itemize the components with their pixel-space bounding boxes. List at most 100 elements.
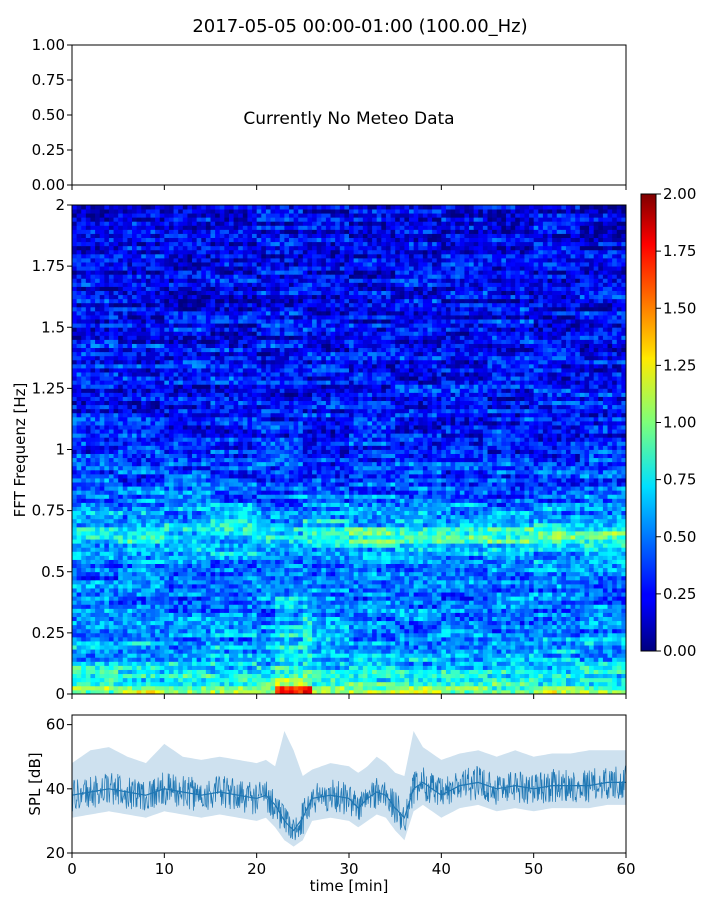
spectrogram-cell xyxy=(215,677,221,683)
spectrogram-cell xyxy=(210,571,216,577)
spectrogram-cell xyxy=(510,612,516,617)
spectrogram-cell xyxy=(330,575,336,581)
spectrogram-cell xyxy=(247,665,253,670)
spectrogram-cell xyxy=(145,563,151,569)
spectrogram-cell xyxy=(150,685,156,691)
spectrogram-cell xyxy=(593,673,599,679)
spectrogram-cell xyxy=(487,620,493,626)
spectrogram-cell xyxy=(215,543,221,548)
spectrogram-cell xyxy=(478,641,484,646)
spectrogram-cell xyxy=(228,588,234,593)
spectrogram-cell xyxy=(616,539,622,544)
spectrogram-cell xyxy=(381,575,387,581)
spectrogram-cell xyxy=(505,624,511,630)
spectrogram-cell xyxy=(409,632,415,638)
spectrogram-cell xyxy=(307,661,313,666)
spectrogram-cell xyxy=(302,645,308,650)
spectrogram-cell xyxy=(621,649,627,654)
spectrogram-cell xyxy=(565,669,571,675)
spectrogram-cell xyxy=(515,563,521,569)
spectrogram-cell xyxy=(316,588,322,593)
spectrogram-cell xyxy=(196,547,202,552)
spectrogram-cell xyxy=(358,575,364,581)
spectrogram-cell xyxy=(307,689,313,695)
spectrogram-cell xyxy=(145,616,151,622)
spectrogram-cell xyxy=(288,531,294,536)
spectrogram-cell xyxy=(349,641,355,646)
spectrogram-cell xyxy=(279,677,285,683)
spectrogram-cell xyxy=(607,628,613,634)
spectrogram-cell xyxy=(159,612,165,617)
spectrogram-cell xyxy=(538,632,544,638)
spectrogram-cell xyxy=(247,636,253,642)
spectrogram-cell xyxy=(482,636,488,642)
spectrogram-cell xyxy=(99,653,105,658)
spectrogram-cell xyxy=(409,624,415,630)
spectrogram-cell xyxy=(372,624,378,630)
spectrogram-cell xyxy=(159,657,165,662)
spectrogram-cell xyxy=(427,559,433,564)
spectrogram-cell xyxy=(395,543,401,548)
spectrogram-cell xyxy=(145,535,151,540)
spectrogram-cell xyxy=(575,628,581,634)
spectrogram-cell xyxy=(302,563,308,569)
spectrogram-cell xyxy=(432,592,438,597)
spectrogram-cell xyxy=(607,612,613,617)
spectrogram-cell xyxy=(515,555,521,560)
spectrogram-cell xyxy=(538,575,544,581)
spectrogram-cell xyxy=(279,522,285,528)
spectrogram-cell xyxy=(501,616,507,622)
spectrogram-cell xyxy=(335,526,341,532)
spectrogram-cell xyxy=(390,567,396,573)
spectrogram-cell xyxy=(538,600,544,605)
spectrogram-cell xyxy=(556,612,562,617)
spectrogram-cell xyxy=(228,616,234,622)
spectrogram-cell xyxy=(344,543,350,548)
spectrogram-cell xyxy=(353,575,359,581)
spectrogram-cell xyxy=(261,665,267,670)
spectrogram-cell xyxy=(150,657,156,662)
spectrogram-cell xyxy=(519,547,525,552)
spectrogram-cell xyxy=(404,661,410,666)
spectrogram-cell xyxy=(529,665,535,670)
spectrogram-cell xyxy=(496,677,502,683)
spectrogram-cell xyxy=(238,600,244,605)
spectrogram-cell xyxy=(288,665,294,670)
spectrogram-cell xyxy=(519,612,525,617)
spectrogram-cell xyxy=(302,579,308,585)
spectrogram-cell xyxy=(436,649,442,654)
spectrogram-cell xyxy=(238,608,244,613)
spectrogram-cell xyxy=(616,628,622,634)
spectrogram-cell xyxy=(570,665,576,670)
spectrogram-cell xyxy=(464,559,470,564)
spectrogram-cell xyxy=(542,612,548,617)
spectrogram-cell xyxy=(325,571,331,577)
spectrogram-cell xyxy=(570,677,576,683)
spectrogram-cell xyxy=(570,539,576,544)
spectrogram-cell xyxy=(132,657,138,662)
spectrogram-cell xyxy=(81,645,87,650)
spectrogram-cell xyxy=(321,669,327,675)
spectrogram-cell xyxy=(215,596,221,601)
spectrogram-cell xyxy=(579,689,585,695)
spectrogram-cell xyxy=(427,583,433,589)
spectrogram-cell xyxy=(325,596,331,601)
spectrogram-cell xyxy=(519,559,525,564)
spectrogram-cell xyxy=(584,588,590,593)
spectrogram-cell xyxy=(487,588,493,593)
spectrogram-cell xyxy=(579,555,585,560)
spectrogram-cell xyxy=(565,579,571,585)
spectrogram-cell xyxy=(538,583,544,589)
spectrogram-cell xyxy=(182,588,188,593)
spectrogram-cell xyxy=(445,551,451,556)
spectrogram-cell xyxy=(598,526,604,532)
spectrogram-cell xyxy=(409,559,415,564)
spectrogram-cell xyxy=(210,526,216,532)
spectrogram-cell xyxy=(385,579,391,585)
spectrogram-cell xyxy=(316,636,322,642)
spectrogram-cell xyxy=(316,628,322,634)
spectrogram-cell xyxy=(589,579,595,585)
spectrogram-cell xyxy=(505,645,511,650)
spectrogram-cell xyxy=(256,681,262,687)
spectrogram-cell xyxy=(349,653,355,658)
